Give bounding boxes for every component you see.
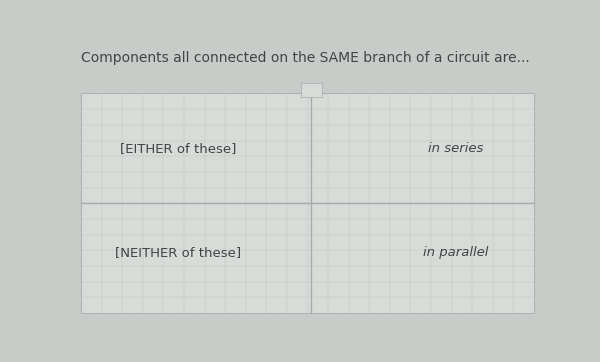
Text: [NEITHER of these]: [NEITHER of these] xyxy=(115,246,241,259)
Text: Components all connected on the SAME branch of a circuit are...: Components all connected on the SAME bra… xyxy=(81,51,530,65)
Text: in parallel: in parallel xyxy=(423,246,488,259)
Text: [EITHER of these]: [EITHER of these] xyxy=(119,142,236,155)
Bar xyxy=(81,93,534,313)
Text: in series: in series xyxy=(428,142,484,155)
Bar xyxy=(301,84,322,97)
